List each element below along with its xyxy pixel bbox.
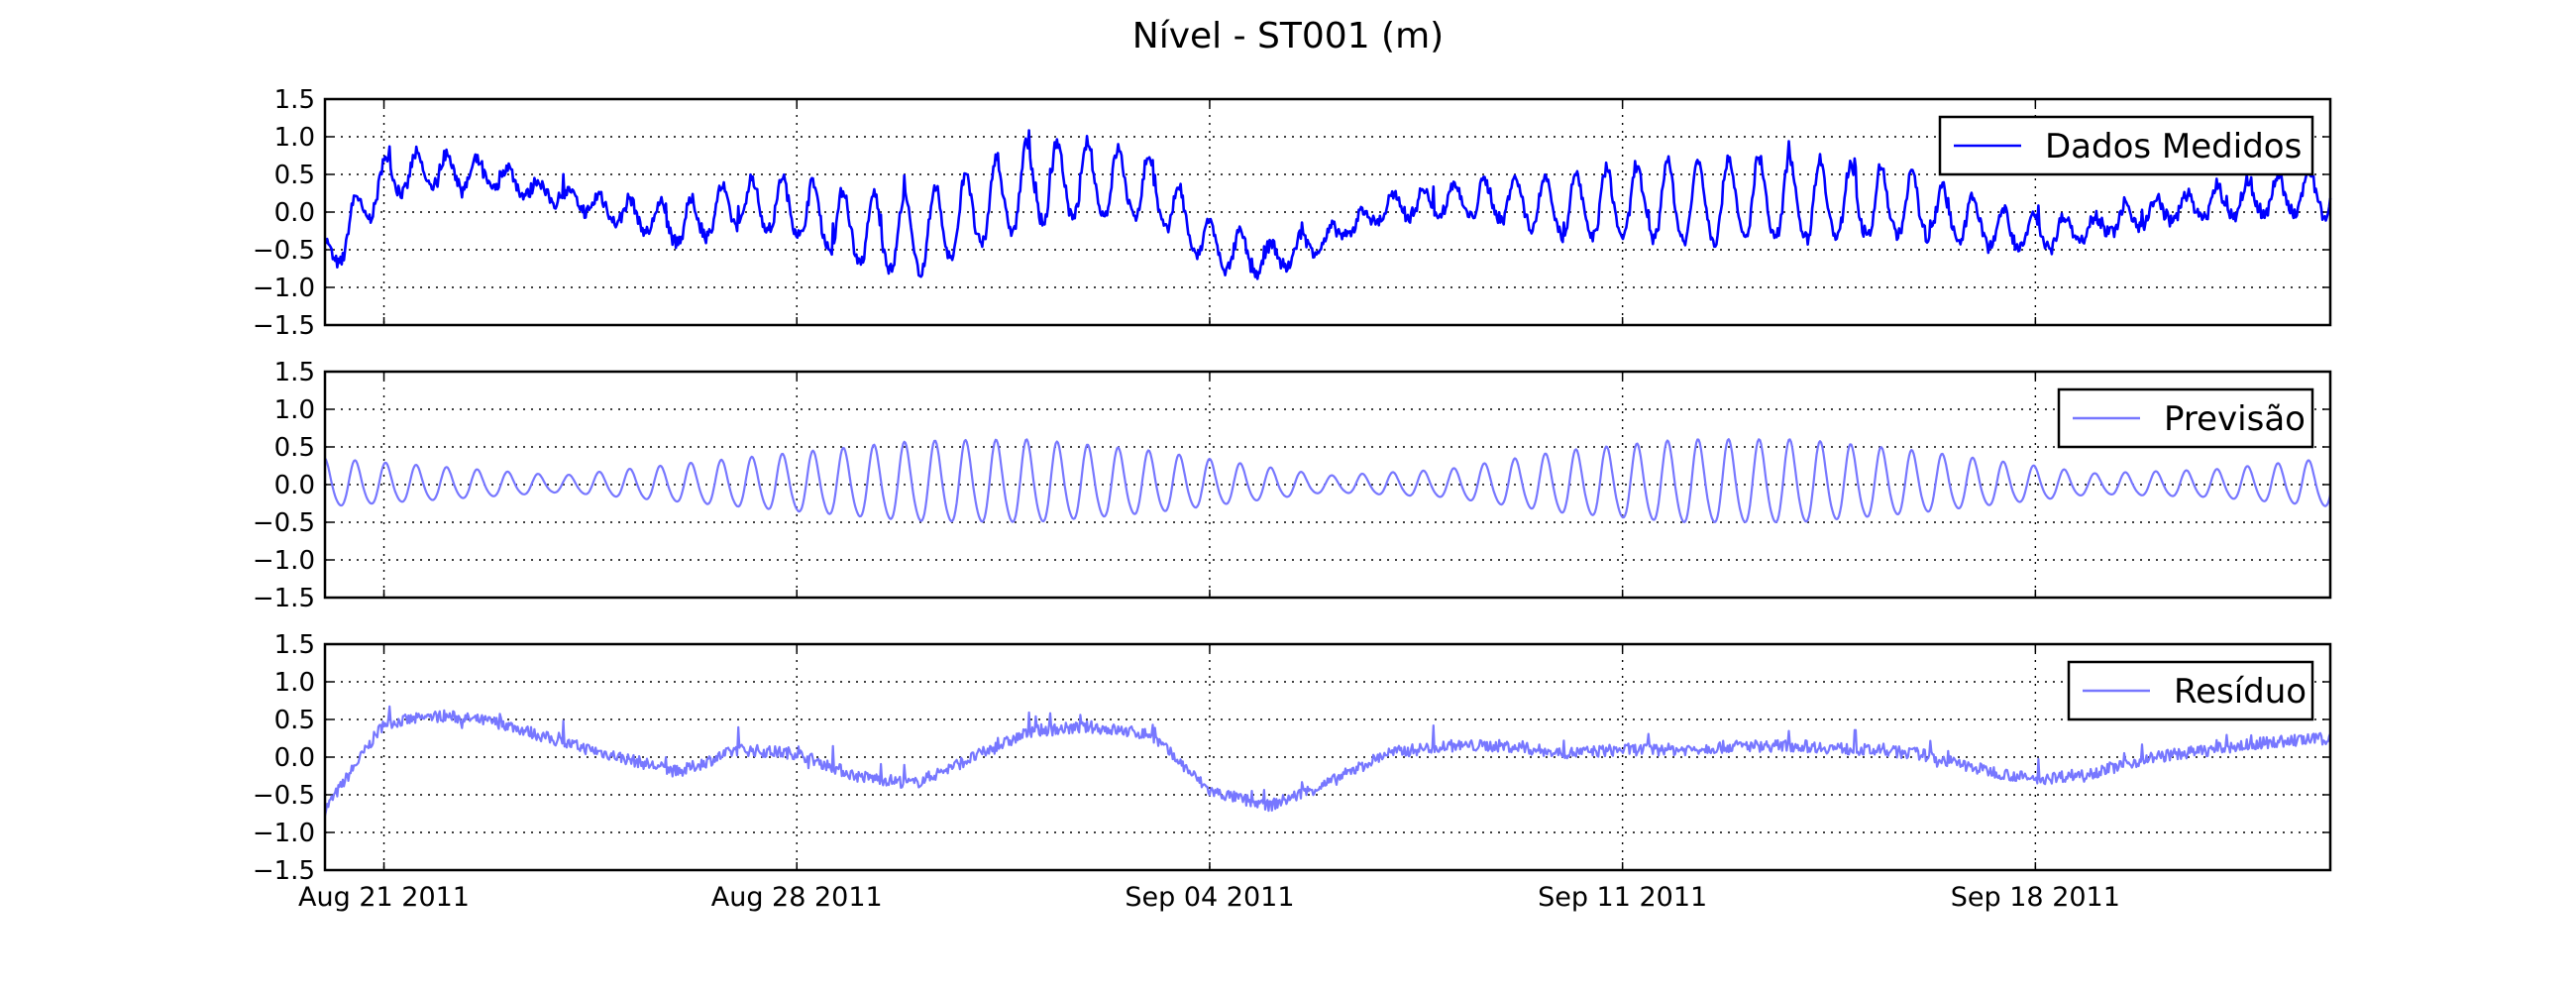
y-tick-label: 1.0: [274, 395, 315, 425]
y-tick-label: −0.5: [253, 781, 315, 811]
panel-middle: −1.5 −1.0 −0.5 0.0 0.5 1.0 1.5 Previsão: [253, 358, 2332, 613]
panel-bottom: −1.5 −1.0 −0.5 0.0 0.5 1.0 1.5 Aug 21 2011 Aug 2…: [253, 630, 2332, 913]
y-tick-label: −1.0: [253, 546, 315, 576]
y-tick-label: 1.0: [274, 668, 315, 698]
y-tick-label: 0.5: [274, 706, 315, 735]
x-tick-label: Sep 18 2011: [1951, 882, 2120, 913]
panel-top: −1.5 −1.0 −0.5 0.0 0.5 1.0 1.5 Dados Medidos: [253, 85, 2332, 341]
y-tick-label: −1.5: [253, 856, 315, 886]
series-line-tide: [324, 438, 2332, 523]
plot-frame: [323, 97, 2332, 327]
x-tick-label: Sep 04 2011: [1125, 882, 1294, 913]
plot-frame: [323, 642, 2332, 872]
legend: Resíduo: [2067, 660, 2314, 721]
y-tick-label: −1.5: [253, 311, 315, 341]
legend: Dados Medidos: [1938, 115, 2314, 176]
series-line-measured: [324, 129, 2332, 280]
figure-title: Nível - ST001 (m): [1132, 16, 1444, 56]
y-tick-label: 1.0: [274, 123, 315, 153]
y-tick-label: −1.0: [253, 274, 315, 303]
y-tick-label: 0.5: [274, 433, 315, 463]
y-tick-label: −1.0: [253, 819, 315, 848]
y-tick-label: −0.5: [253, 236, 315, 266]
y-tick-label: 0.0: [274, 471, 315, 500]
series-line-residual: [323, 705, 2332, 817]
legend-label: Dados Medidos: [2045, 127, 2302, 166]
y-tick-label: 1.5: [274, 358, 315, 387]
legend: Previsão: [2057, 387, 2314, 449]
x-tick-label: Aug 28 2011: [711, 882, 883, 913]
y-tick-label: 0.0: [274, 743, 315, 773]
y-tick-label: 1.5: [274, 630, 315, 660]
y-tick-label: 1.5: [274, 85, 315, 115]
x-tick-label: Sep 11 2011: [1538, 882, 1707, 913]
y-tick-label: −0.5: [253, 508, 315, 538]
y-tick-label: 0.5: [274, 161, 315, 190]
legend-label: Previsão: [2164, 399, 2306, 439]
y-tick-label: −1.5: [253, 584, 315, 613]
legend-label: Resíduo: [2174, 672, 2307, 712]
plot-frame: [323, 370, 2332, 600]
x-tick-label: Aug 21 2011: [298, 882, 470, 913]
y-tick-label: 0.0: [274, 198, 315, 228]
